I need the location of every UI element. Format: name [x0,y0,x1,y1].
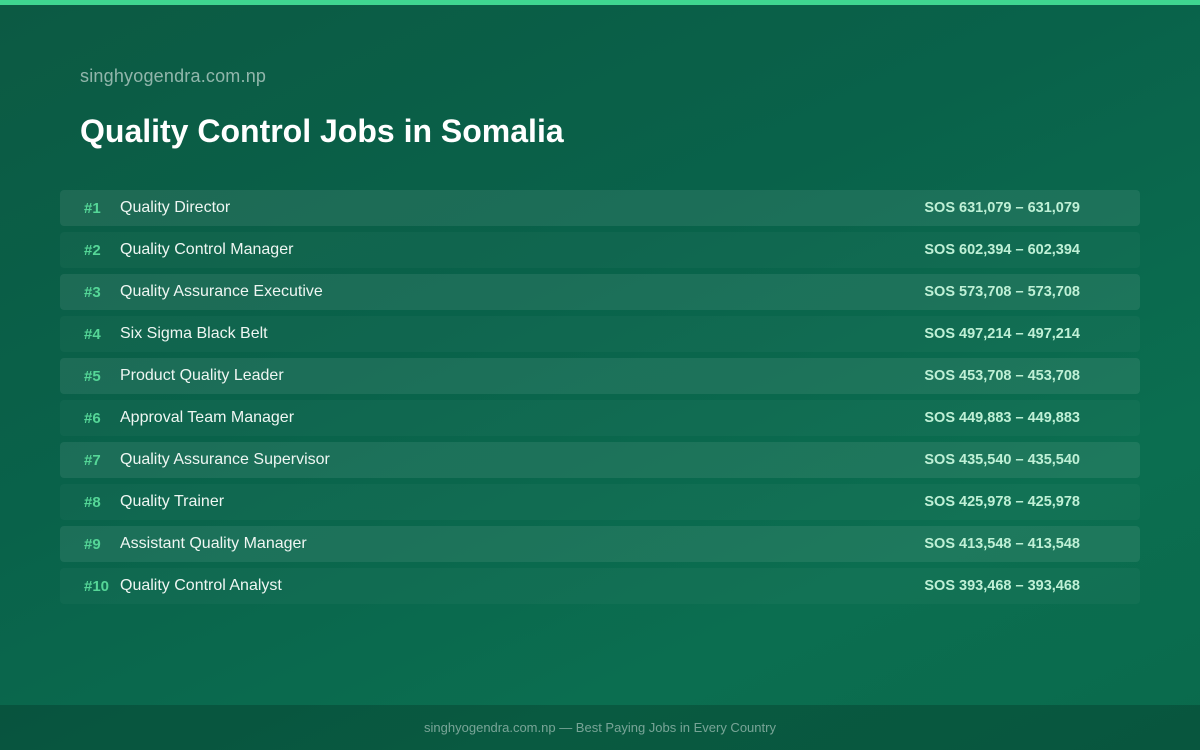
job-rank: #1 [84,199,101,217]
job-salary: SOS 413,548 – 413,548 [924,536,1080,552]
job-title: Quality Control Manager [120,241,294,258]
footer: singhyogendra.com.np — Best Paying Jobs … [0,705,1200,750]
job-rank: #9 [84,535,101,553]
job-title: Quality Assurance Supervisor [120,451,330,468]
job-salary: SOS 573,708 – 573,708 [924,284,1080,300]
job-rank: #3 [84,283,101,301]
job-rank: #8 [84,493,101,511]
job-title: Quality Assurance Executive [120,283,323,300]
job-row: #4 Six Sigma Black Belt SOS 497,214 – 49… [60,316,1140,352]
job-rank: #7 [84,451,101,469]
top-accent-bar [0,0,1200,5]
job-row: #6 Approval Team Manager SOS 449,883 – 4… [60,400,1140,436]
job-rank: #6 [84,409,101,427]
job-row: #5 Product Quality Leader SOS 453,708 – … [60,358,1140,394]
job-title: Quality Trainer [120,493,225,510]
job-row: #9 Assistant Quality Manager SOS 413,548… [60,526,1140,562]
job-row: #1 Quality Director SOS 631,079 – 631,07… [60,190,1140,226]
job-rank: #10 [84,577,110,595]
job-title: Quality Director [120,199,231,216]
job-row: #8 Quality Trainer SOS 425,978 – 425,978 [60,484,1140,520]
job-salary: SOS 393,468 – 393,468 [924,578,1080,594]
job-title: Approval Team Manager [120,409,295,426]
job-salary: SOS 497,214 – 497,214 [924,326,1080,342]
job-title: Product Quality Leader [120,367,284,384]
job-rank: #4 [84,325,101,343]
job-row: #3 Quality Assurance Executive SOS 573,7… [60,274,1140,310]
job-title: Quality Control Analyst [120,577,282,594]
job-title: Assistant Quality Manager [120,535,307,552]
job-rank: #2 [84,241,101,259]
site-name: singhyogendra.com.np [80,66,267,86]
job-row: #10 Quality Control Analyst SOS 393,468 … [60,568,1140,604]
page-title: Quality Control Jobs in Somalia [80,113,564,149]
job-row: #7 Quality Assurance Supervisor SOS 435,… [60,442,1140,478]
job-salary: SOS 602,394 – 602,394 [924,242,1080,258]
job-rank: #5 [84,367,101,385]
footer-text: singhyogendra.com.np — Best Paying Jobs … [424,720,776,735]
job-salary: SOS 449,883 – 449,883 [924,410,1080,426]
job-salary: SOS 435,540 – 435,540 [924,452,1080,468]
job-salary: SOS 631,079 – 631,079 [924,200,1080,216]
job-list: #1 Quality Director SOS 631,079 – 631,07… [60,190,1140,610]
job-salary: SOS 425,978 – 425,978 [924,494,1080,510]
job-title: Six Sigma Black Belt [120,325,268,342]
job-row: #2 Quality Control Manager SOS 602,394 –… [60,232,1140,268]
job-salary: SOS 453,708 – 453,708 [924,368,1080,384]
